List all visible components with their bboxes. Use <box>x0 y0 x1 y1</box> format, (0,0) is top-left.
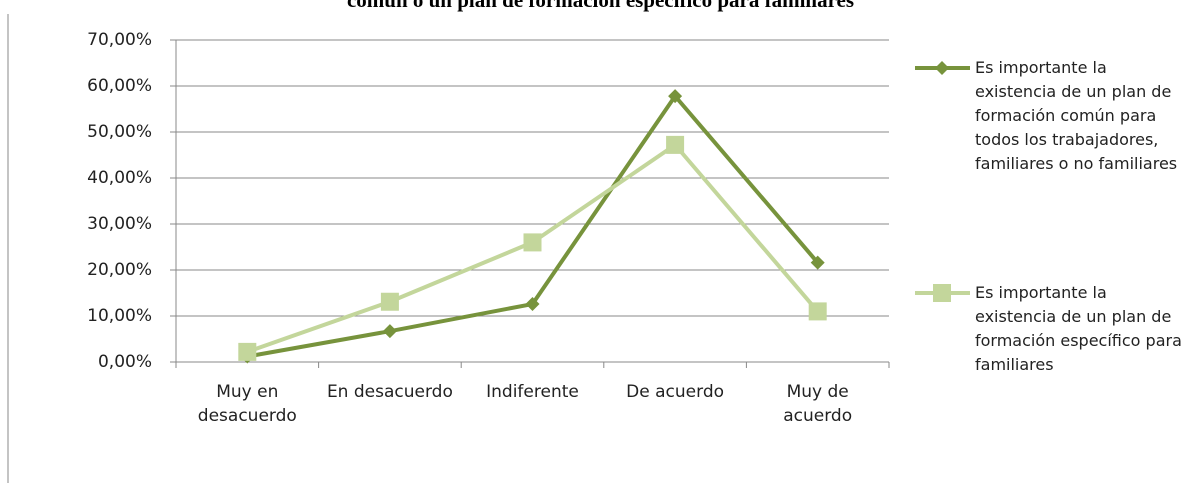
y-tick-label: 10,00% <box>87 306 152 326</box>
data-point <box>523 233 542 252</box>
x-tick-label: Indiferente <box>486 382 579 402</box>
y-tick-label: 0,00% <box>98 352 152 372</box>
series-line <box>246 94 820 359</box>
data-point <box>666 135 685 154</box>
y-tick-label: 20,00% <box>87 260 152 280</box>
data-point <box>382 324 397 339</box>
data-point <box>525 297 540 312</box>
x-tick-label: De acuerdo <box>626 382 725 402</box>
data-point <box>810 255 825 270</box>
x-tick-label: En desacuerdo <box>326 382 453 402</box>
y-tick-label: 70,00% <box>87 30 152 50</box>
legend-label: Es importante la existencia de un plan d… <box>975 58 1178 173</box>
x-tick-label: Muy de acuerdo <box>783 382 853 426</box>
data-point <box>380 292 399 311</box>
y-tick-label: 40,00% <box>87 168 152 188</box>
data-point <box>238 342 257 361</box>
y-tick-label: 60,00% <box>87 76 152 96</box>
y-tick-label: 50,00% <box>87 122 152 142</box>
data-point <box>668 89 683 104</box>
legend-marker <box>933 284 951 302</box>
data-point <box>808 302 827 321</box>
x-tick-label: Muy en desacuerdo <box>197 382 297 426</box>
y-tick-label: 30,00% <box>87 214 152 234</box>
legend-marker <box>935 61 949 75</box>
legend-label: Es importante la existencia de un plan d… <box>975 283 1182 374</box>
chart-title: común o un plan de formación específico … <box>346 0 855 12</box>
